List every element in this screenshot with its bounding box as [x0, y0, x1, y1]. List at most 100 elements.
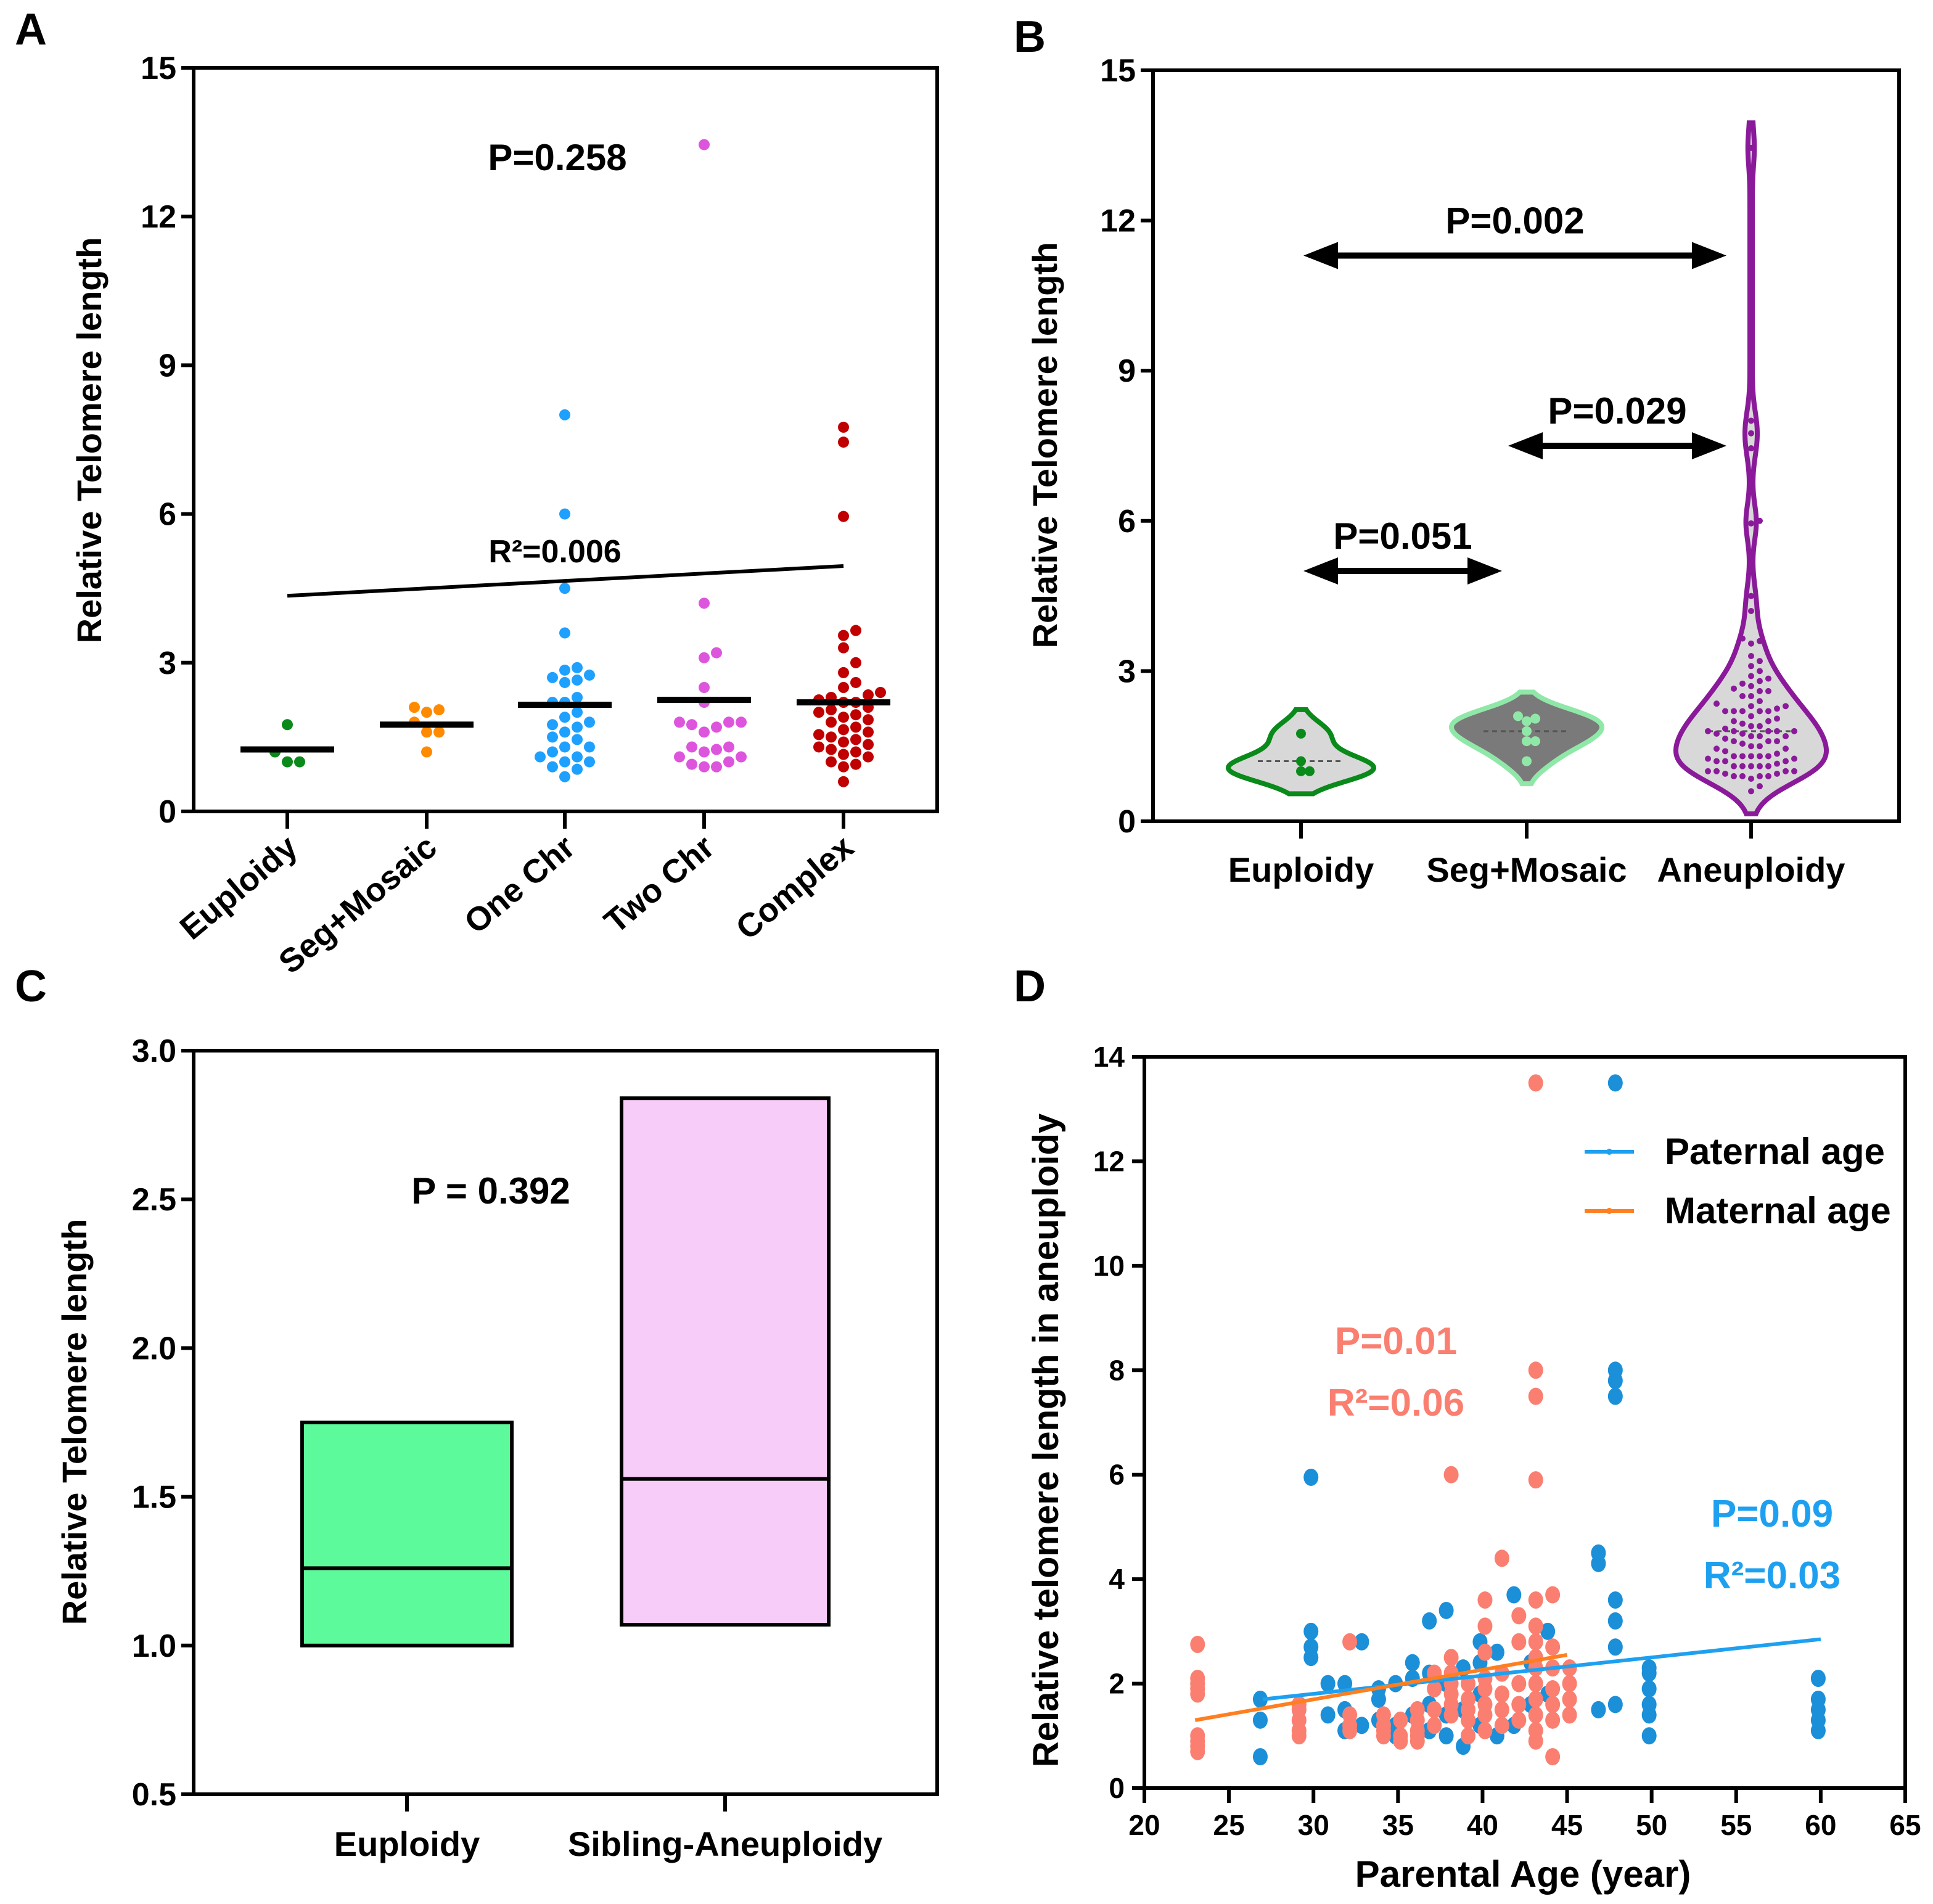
- data-point: [699, 139, 710, 150]
- data-point: [1545, 1638, 1561, 1656]
- y-axis-label: Relative telomere length in aneuploidy: [1026, 1114, 1066, 1767]
- data-point: [1739, 730, 1746, 737]
- data-point: [1607, 1591, 1623, 1609]
- x-tick-label: Euploidy: [1228, 850, 1374, 889]
- data-point: [1748, 723, 1754, 729]
- y-tick-label: 14: [1093, 1041, 1125, 1073]
- data-point: [1748, 743, 1754, 750]
- data-point: [1607, 1361, 1623, 1379]
- data-point: [1530, 736, 1540, 747]
- data-point: [584, 716, 595, 728]
- y-tick-label: 1.5: [132, 1480, 176, 1516]
- data-point: [1731, 685, 1737, 692]
- data-point: [863, 714, 874, 726]
- data-point: [559, 627, 570, 639]
- data-point: [1739, 763, 1746, 769]
- data-point: [1190, 1727, 1205, 1745]
- data-point: [686, 719, 697, 731]
- data-point: [1354, 1717, 1369, 1734]
- data-point: [838, 682, 849, 693]
- data-point: [723, 741, 734, 753]
- data-point: [1545, 1711, 1561, 1729]
- panel-c-plot-frame: [192, 1049, 939, 1796]
- data-point: [1591, 1701, 1606, 1718]
- data-point: [282, 756, 293, 768]
- data-point: [1791, 755, 1797, 762]
- data-point: [711, 761, 722, 773]
- data-point: [584, 669, 595, 681]
- data-point: [699, 761, 710, 773]
- data-point: [711, 721, 722, 733]
- data-point: [1731, 753, 1737, 760]
- data-point: [863, 726, 874, 738]
- data-point: [1783, 768, 1789, 774]
- data-point: [850, 709, 861, 721]
- data-point: [1774, 760, 1780, 767]
- data-point: [699, 597, 710, 609]
- data-point: [1376, 1706, 1391, 1724]
- data-point: [1722, 758, 1728, 765]
- data-point: [1528, 1675, 1543, 1693]
- data-point: [1713, 730, 1720, 737]
- range-bar: [620, 1096, 831, 1627]
- data-point: [1757, 698, 1763, 705]
- y-tick-label: 9: [158, 348, 176, 384]
- data-point: [1562, 1690, 1577, 1708]
- p-value-annotation: P=0.002: [1445, 200, 1584, 241]
- data-point: [1511, 1607, 1527, 1625]
- y-tick-label: 10: [1093, 1250, 1125, 1282]
- x-tick-label: 45: [1551, 1809, 1583, 1841]
- data-point: [1607, 1638, 1623, 1656]
- data-point: [1739, 720, 1746, 727]
- data-point: [1810, 1690, 1826, 1708]
- data-point: [1722, 725, 1728, 732]
- data-point: [1748, 593, 1754, 599]
- violin-shape: [1673, 120, 1829, 816]
- data-point: [1713, 745, 1720, 752]
- data-point: [1748, 703, 1754, 710]
- data-point: [1748, 683, 1754, 689]
- data-point: [1494, 1549, 1509, 1567]
- data-point: [1774, 750, 1780, 757]
- p-value-annotation: P=0.09: [1711, 1493, 1833, 1535]
- data-point: [559, 508, 570, 520]
- data-point: [547, 719, 558, 731]
- data-point: [433, 726, 445, 738]
- x-tick-label: Euploidy: [334, 1824, 480, 1863]
- data-point: [1528, 1690, 1543, 1708]
- data-point: [1791, 768, 1797, 774]
- data-point: [1757, 773, 1763, 779]
- arrow-head-left-icon: [1303, 557, 1338, 585]
- data-point: [559, 712, 570, 723]
- data-point: [559, 676, 570, 688]
- data-point: [1713, 768, 1720, 774]
- data-point: [421, 746, 432, 758]
- y-tick-label: 6: [1118, 504, 1136, 540]
- data-point: [1528, 1074, 1543, 1092]
- y-tick-label: 1.0: [132, 1628, 176, 1664]
- data-point: [1641, 1696, 1657, 1713]
- data-point: [1511, 1633, 1527, 1651]
- data-point: [1528, 1617, 1543, 1635]
- data-point: [813, 707, 824, 718]
- data-point: [1438, 1727, 1454, 1745]
- data-point: [1765, 753, 1771, 760]
- data-point: [572, 734, 583, 745]
- data-point: [850, 657, 861, 668]
- data-point: [838, 642, 849, 654]
- fit-line: [1262, 1637, 1821, 1701]
- data-point: [1540, 1622, 1556, 1640]
- data-point: [1757, 753, 1763, 760]
- data-point: [1252, 1690, 1268, 1708]
- data-point: [1765, 763, 1771, 769]
- data-point: [1791, 728, 1797, 734]
- data-point: [1757, 732, 1763, 739]
- data-point: [1393, 1727, 1408, 1745]
- data-point: [1427, 1701, 1442, 1718]
- data-point: [1731, 738, 1737, 745]
- y-tick-label: 0: [1118, 804, 1136, 840]
- data-point: [863, 751, 874, 763]
- data-point: [1748, 788, 1754, 795]
- data-point: [547, 731, 558, 743]
- data-point: [875, 687, 886, 699]
